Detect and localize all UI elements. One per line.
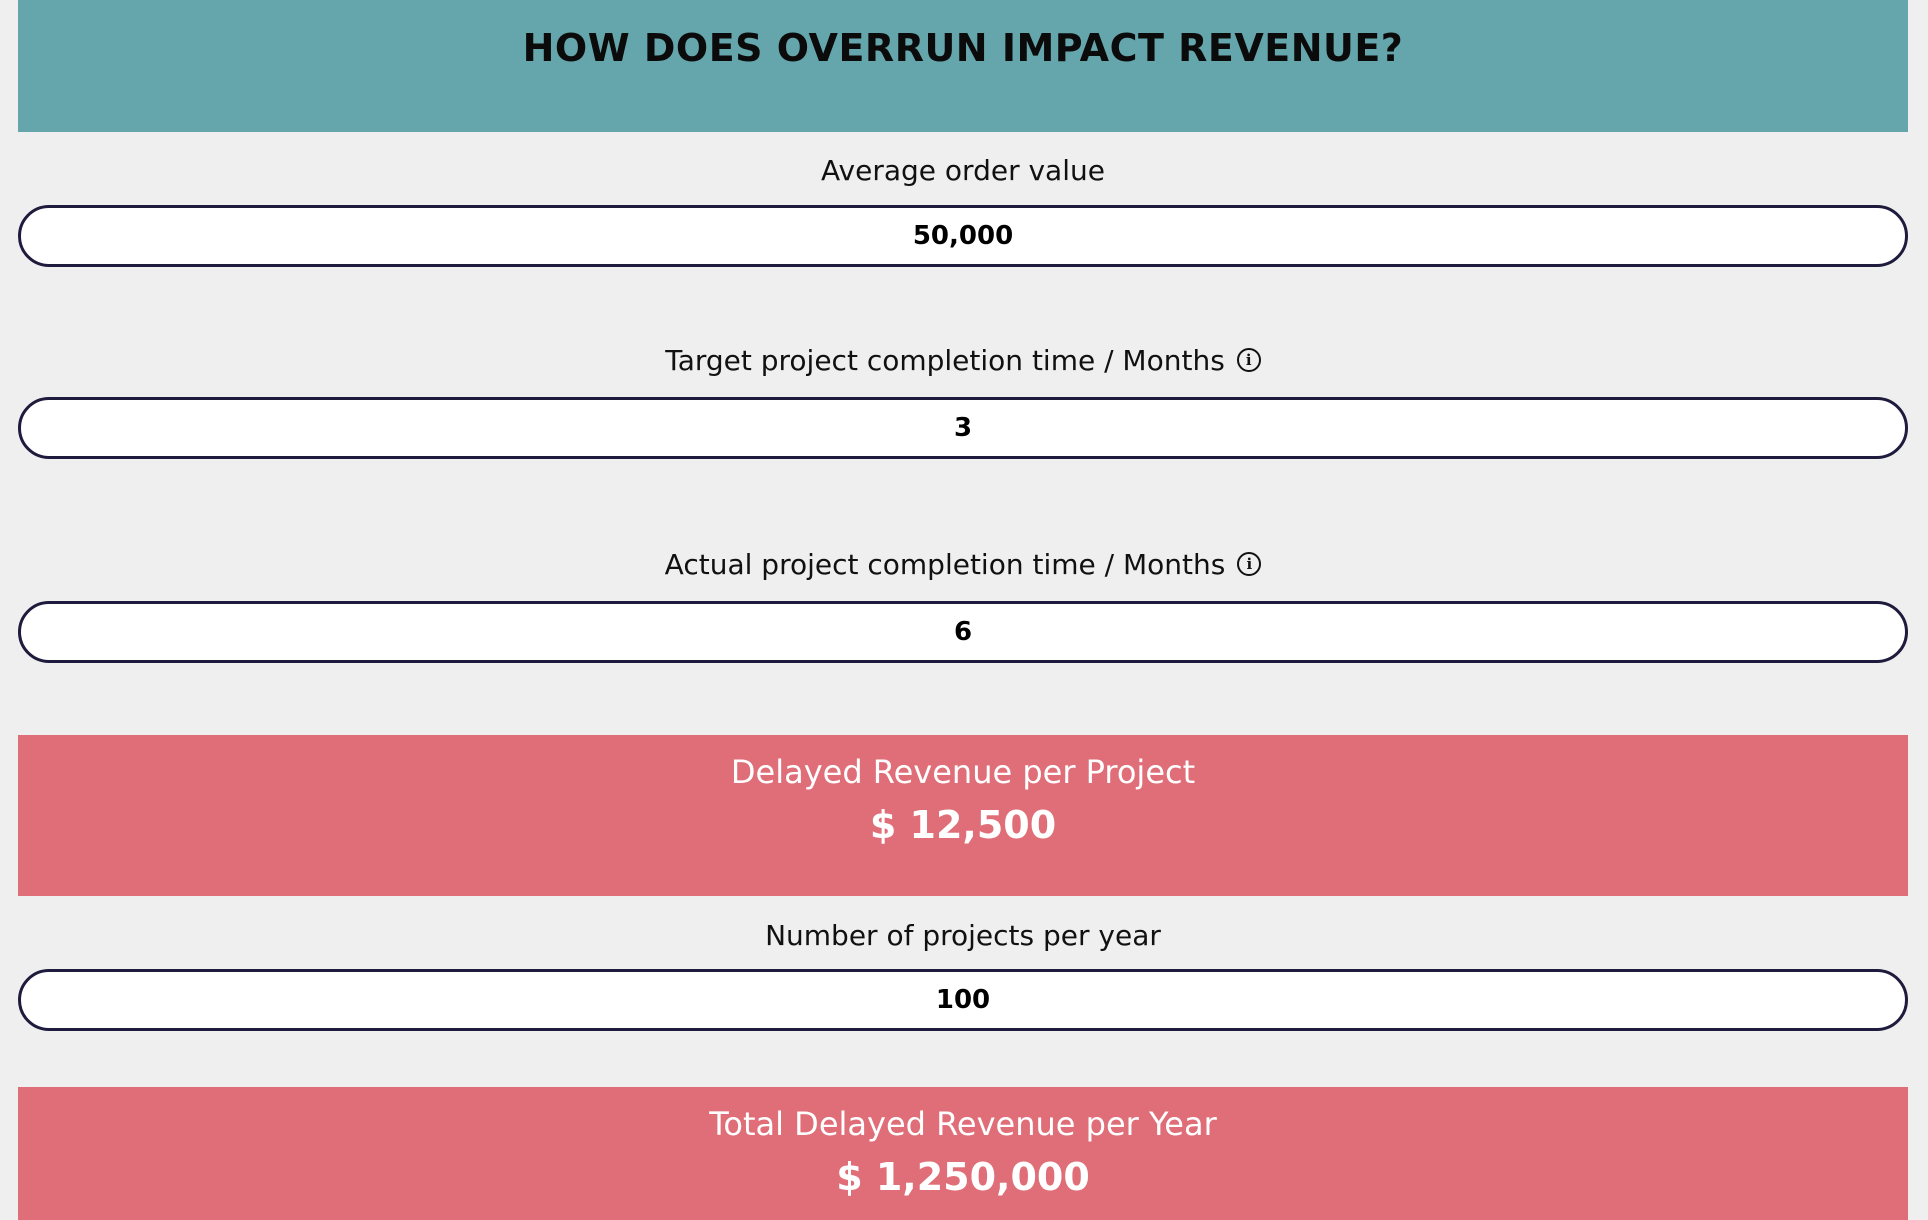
projects-per-year-label-text: Number of projects per year <box>765 918 1161 952</box>
target-completion-info-icon[interactable]: i <box>1236 348 1261 372</box>
total-delayed-revenue-panel: Total Delayed Revenue per Year $ 1,250,0… <box>18 1087 1908 1220</box>
projects-per-year-input[interactable] <box>18 969 1908 1031</box>
average-order-value-label: Average order value <box>18 150 1908 190</box>
delayed-revenue-per-project-value: $ 12,500 <box>869 803 1057 847</box>
target-completion-input[interactable] <box>18 397 1908 459</box>
target-completion-label: Target project completion time / Months … <box>18 339 1908 381</box>
actual-completion-info-icon[interactable]: i <box>1237 552 1262 576</box>
average-order-value-label-text: Average order value <box>821 153 1105 187</box>
target-completion-label-text: Target project completion time / Months <box>665 343 1225 377</box>
page-title: HOW DOES OVERRUN IMPACT REVENUE? <box>522 26 1404 70</box>
projects-per-year-label: Number of projects per year <box>18 915 1908 955</box>
delayed-revenue-per-project-label: Delayed Revenue per Project <box>730 753 1196 791</box>
average-order-value-input[interactable] <box>18 205 1908 267</box>
calculator-header: HOW DOES OVERRUN IMPACT REVENUE? <box>18 0 1908 132</box>
actual-completion-input[interactable] <box>18 601 1908 663</box>
delayed-revenue-per-project-panel: Delayed Revenue per Project $ 12,500 <box>18 735 1908 896</box>
total-delayed-revenue-value: $ 1,250,000 <box>836 1155 1090 1199</box>
actual-completion-label: Actual project completion time / Months … <box>18 543 1908 585</box>
actual-completion-label-text: Actual project completion time / Months <box>664 547 1226 581</box>
total-delayed-revenue-label: Total Delayed Revenue per Year <box>709 1105 1217 1143</box>
